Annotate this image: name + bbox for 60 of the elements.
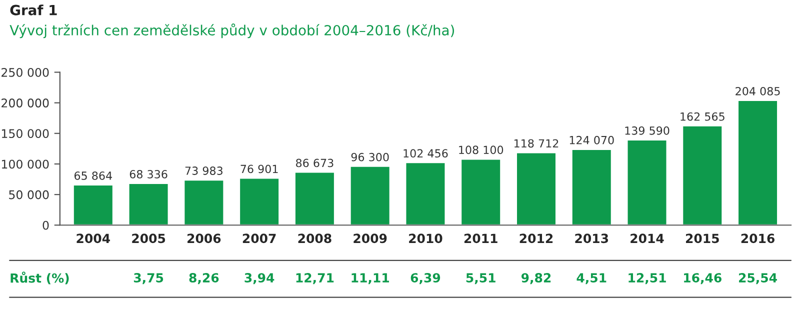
text: 3,94 [244, 273, 274, 284]
text: 12,51 [628, 273, 666, 284]
bar [294, 171, 336, 226]
data-label: 73 983 [185, 166, 222, 175]
data-label: 124 070 [570, 136, 614, 144]
bar [404, 162, 446, 226]
data-label: 68 336 [130, 170, 168, 178]
data-label: 96 300 [351, 152, 389, 162]
data-label: 204 085 [736, 86, 780, 96]
bar [183, 179, 225, 226]
x-tick-label: 2014 [630, 234, 664, 244]
chart-title: Graf 1 [10, 4, 57, 16]
bar [516, 152, 557, 226]
bar [626, 139, 668, 226]
bar [349, 166, 391, 226]
data-label: 86 673 [296, 158, 334, 168]
data-label: 162 565 [680, 112, 724, 121]
text: 11,11 [352, 273, 389, 284]
x-tick-label: 2006 [188, 234, 221, 244]
x-tick-label: 2007 [242, 234, 276, 244]
x-tick-label: 2012 [520, 234, 553, 244]
bar [682, 125, 724, 226]
x-tick-label: 2015 [686, 234, 719, 244]
y-tick-label: 0 [42, 220, 49, 230]
data-label: 118 712 [514, 139, 558, 148]
data-label: 108 100 [459, 146, 504, 154]
x-tick-label: 2008 [298, 234, 332, 244]
bar [238, 177, 280, 226]
bar [737, 100, 778, 226]
bar [460, 158, 502, 226]
x-tick-label: 2016 [741, 234, 774, 244]
text: 16,46 [684, 273, 722, 284]
data-label: 65 864 [74, 172, 112, 180]
x-tick-label: 2011 [464, 234, 498, 244]
bar [128, 182, 170, 226]
data-label: 102 456 [404, 149, 448, 158]
text: 8,26 [189, 273, 219, 284]
text: 5,51 [466, 273, 496, 284]
x-tick-label: 2013 [575, 234, 608, 244]
text: 3,75 [134, 273, 164, 284]
y-tick-label: 50 000 [9, 190, 49, 200]
text: Růst (%) [10, 272, 69, 284]
text: 9,82 [521, 273, 551, 284]
x-tick-label: 2010 [409, 234, 442, 244]
text: 4,51 [576, 273, 606, 284]
bar [72, 184, 114, 226]
y-tick-label: 250 000 [2, 68, 49, 77]
text: 25,54 [739, 273, 777, 284]
chart-subtitle: Vývoj tržních cen zemědělské půdy v období 2004–2016 (Kč/ha) [10, 24, 454, 38]
x-tick-label: 2005 [132, 234, 166, 244]
data-label: 139 590 [625, 126, 670, 135]
x-tick-label: 2004 [76, 234, 110, 244]
y-tick-label: 200 000 [2, 98, 49, 108]
data-label: 76 901 [240, 164, 278, 174]
bar [570, 148, 612, 226]
y-tick-label: 150 000 [2, 129, 49, 138]
text: 12,71 [296, 273, 334, 284]
y-tick-label: 100 000 [2, 160, 49, 169]
text: 6,39 [410, 273, 440, 284]
x-tick-label: 2009 [354, 234, 387, 244]
